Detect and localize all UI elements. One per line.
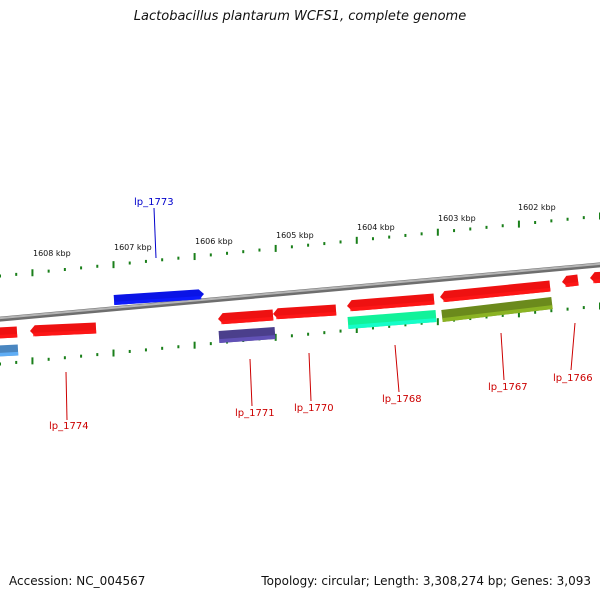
gene-purple[interactable] [218, 327, 276, 343]
gene-label: lp_1771 [235, 408, 275, 419]
gene-purple-shade [219, 335, 276, 343]
accession-text: Accession: NC_004567 [9, 574, 146, 588]
gene-right-edge-shade [593, 279, 600, 284]
gene-lp-1773-shade [114, 295, 202, 305]
outer-scale-ticks [0, 212, 600, 278]
gene-cyan[interactable] [347, 310, 437, 329]
gene-leader-line [249, 358, 253, 407]
gene-lp-1766[interactable] [562, 274, 579, 288]
gene-steel-left-edge-shade [0, 351, 19, 357]
gene-lp-1774[interactable] [30, 322, 97, 337]
gene-lp-1767-upper[interactable] [440, 280, 551, 303]
scale-label: 1604 kbp [357, 223, 395, 232]
gene-lp-1774-shade [33, 329, 97, 337]
scale-label: 1606 kbp [195, 237, 233, 246]
gene-label: lp_1767 [488, 382, 528, 393]
gene-leader-line [65, 371, 68, 421]
scale-labels: 1608 kbp 1607 kbp 1606 kbp 1605 kbp 1604 kbp… [33, 203, 556, 258]
genome-backbone [0, 262, 600, 322]
gene-cyan-shade [348, 318, 437, 329]
gene-labels: lp_1773 lp_1774 lp_1771 lp_1770 lp_1768 lp_17… [49, 197, 593, 432]
map-title: Lactobacillus plantarum WCFS1, complete … [133, 9, 467, 24]
gene-steel-left-edge[interactable] [0, 344, 19, 357]
gene-leader-line [570, 322, 576, 371]
gene-lp-1773[interactable] [113, 289, 204, 305]
gene-right-edge[interactable] [590, 271, 600, 284]
scale-label: 1602 kbp [518, 203, 556, 212]
gene-label: lp_1773 [134, 197, 174, 208]
gene-leader-line [500, 332, 505, 381]
gene-red-left-edge-shade [0, 333, 18, 339]
gene-lp-1766-shade [565, 281, 579, 288]
gene-label: lp_1768 [382, 394, 422, 405]
gene-lp-1771[interactable] [218, 309, 274, 325]
gene-olive[interactable] [441, 297, 553, 322]
scale-label: 1607 kbp [114, 243, 152, 252]
gene-leader-line [153, 207, 157, 259]
genome-stats-text: Topology: circular; Length: 3,308,274 bp… [261, 574, 591, 588]
gene-label: lp_1766 [553, 373, 593, 384]
gene-olive-shade [442, 305, 553, 322]
gene-leader-line [394, 344, 400, 393]
gene-lp-1768-upper-shade [350, 300, 435, 312]
gene-lp-1770[interactable] [273, 304, 337, 320]
gene-label: lp_1774 [49, 421, 89, 432]
gene-red-left-edge[interactable] [0, 326, 18, 339]
scale-label: 1605 kbp [276, 231, 314, 240]
inner-scale-ticks [0, 302, 600, 366]
gene-leader-line [308, 352, 312, 402]
gene-lp-1767-upper-shade [443, 287, 551, 303]
gene-lp-1768-upper[interactable] [347, 293, 435, 312]
scale-label: 1603 kbp [438, 214, 476, 223]
gene-lp-1770-shade [276, 311, 337, 320]
scale-label: 1608 kbp [33, 249, 71, 258]
gene-label: lp_1770 [294, 403, 334, 414]
backbone-highlight [0, 262, 600, 320]
gene-lp-1771-shade [221, 316, 274, 325]
gene-features[interactable] [0, 271, 600, 357]
